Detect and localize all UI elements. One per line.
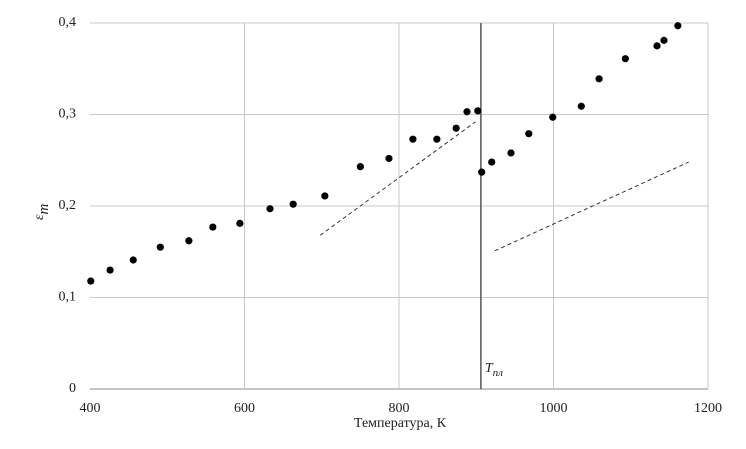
x-tick-label: 600	[234, 401, 255, 416]
point	[525, 130, 533, 138]
point	[321, 192, 329, 200]
point	[674, 22, 682, 30]
point	[478, 168, 486, 176]
melting-label: Tпл	[485, 361, 503, 378]
point	[156, 243, 164, 251]
y-tick-label: 0,4	[59, 15, 77, 30]
point	[621, 55, 629, 63]
point	[209, 223, 217, 231]
point	[185, 237, 193, 245]
melting-label-main: T	[485, 361, 494, 376]
x-tick-label: 1200	[694, 401, 722, 416]
y-tick-label: 0,2	[59, 198, 77, 213]
point	[653, 42, 661, 50]
point	[106, 266, 114, 274]
point	[452, 124, 460, 132]
point	[595, 75, 603, 83]
point	[433, 135, 441, 143]
point	[488, 158, 496, 166]
melting-label-sub: пл	[493, 367, 504, 379]
point	[266, 205, 274, 213]
y-label-main: ε	[32, 214, 47, 220]
point	[409, 135, 417, 143]
y-axis-label: εm	[32, 203, 52, 220]
point	[236, 219, 244, 227]
point	[474, 107, 482, 115]
point	[549, 113, 557, 121]
y-tick-label: 0,3	[59, 107, 77, 122]
point	[577, 102, 585, 110]
y-tick-label: 0,1	[59, 290, 77, 305]
point	[87, 277, 95, 285]
x-tick-label: 800	[389, 401, 410, 416]
x-tick-label: 400	[80, 401, 101, 416]
trend-line	[494, 161, 689, 252]
x-tick-label: 1000	[540, 401, 568, 416]
trend-line	[319, 121, 476, 236]
y-label-sub: m	[36, 203, 52, 214]
point	[385, 154, 393, 163]
point	[660, 36, 668, 44]
x-axis-label: Температура, К	[354, 416, 447, 431]
point	[507, 149, 515, 157]
point	[129, 256, 137, 264]
point	[356, 163, 364, 171]
point	[289, 200, 297, 208]
point	[463, 108, 471, 116]
y-tick-label: 0	[69, 381, 76, 396]
